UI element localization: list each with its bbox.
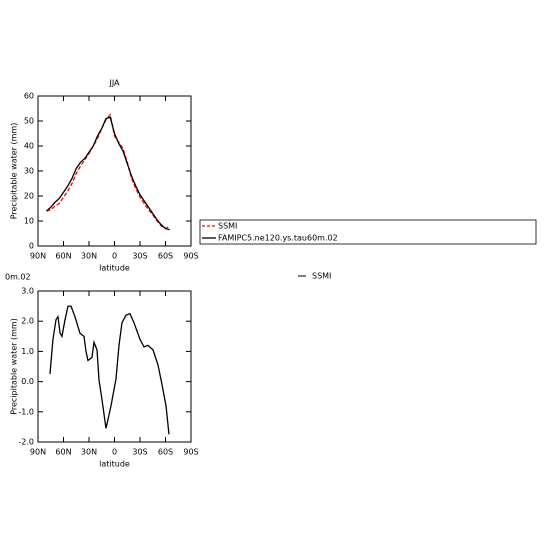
- x-axis-label: latitude: [99, 264, 130, 273]
- x-axis-label: latitude: [99, 460, 130, 469]
- annotation: SSMI: [312, 272, 331, 281]
- y-tick-label: 1.0: [21, 347, 34, 356]
- panel-title: 0m.02: [5, 273, 31, 282]
- y-axis-label: Precipitable water (mm): [10, 123, 19, 220]
- x-tick-label: 30S: [132, 448, 147, 457]
- x-tick-label: 0: [112, 252, 117, 261]
- y-tick-label: 40: [24, 142, 34, 151]
- legend-label: FAMIPC5.ne120.ys.tau60m.02: [218, 234, 338, 243]
- x-tick-label: 90N: [30, 252, 46, 261]
- legend-label: SSMI: [218, 222, 237, 231]
- x-tick-label: 30N: [81, 252, 97, 261]
- y-tick-label: 60: [24, 92, 34, 101]
- x-tick-label: 60N: [55, 448, 71, 457]
- y-tick-label: -2.0: [18, 438, 34, 447]
- x-tick-label: 0: [112, 448, 117, 457]
- y-tick-label: 0: [29, 242, 34, 251]
- y-tick-label: -1.0: [18, 407, 34, 416]
- legend-box: [199, 219, 537, 245]
- y-tick-label: 20: [24, 192, 34, 201]
- y-tick-label: 30: [24, 167, 34, 176]
- x-tick-label: 90S: [183, 448, 198, 457]
- y-tick-label: 2.0: [21, 317, 34, 326]
- x-tick-label: 90N: [30, 448, 46, 457]
- y-tick-label: 0.0: [21, 377, 34, 386]
- y-tick-label: 50: [24, 117, 34, 126]
- x-tick-label: 60S: [158, 448, 173, 457]
- x-tick-label: 30N: [81, 448, 97, 457]
- plot-frame: [37, 95, 192, 247]
- x-tick-label: 60N: [55, 252, 71, 261]
- y-tick-label: 3.0: [21, 287, 34, 296]
- x-tick-label: 30S: [132, 252, 147, 261]
- y-axis-label: Precipitable water (mm): [10, 318, 19, 415]
- y-tick-label: 10: [24, 217, 34, 226]
- data-line: [46, 116, 170, 231]
- panel-title: JJA: [108, 79, 120, 88]
- x-tick-label: 90S: [183, 252, 198, 261]
- data-line: [49, 305, 170, 435]
- x-tick-label: 60S: [158, 252, 173, 261]
